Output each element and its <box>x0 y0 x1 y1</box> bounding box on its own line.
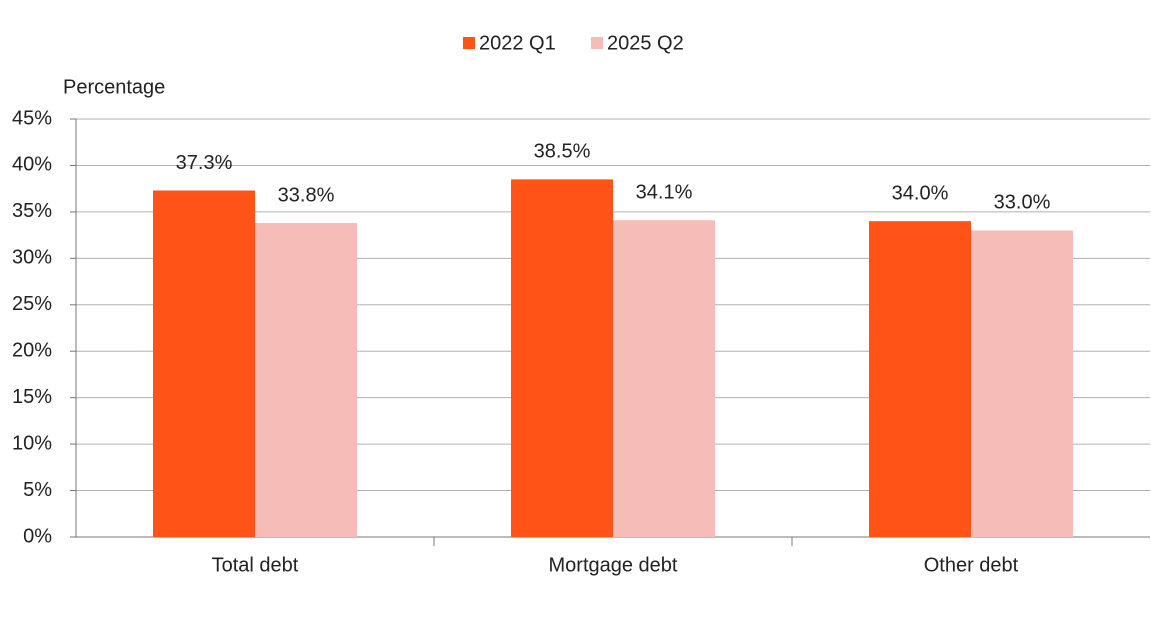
y-tick-label: 10% <box>12 432 52 454</box>
y-tick-label: 0% <box>23 525 52 547</box>
y-axis-label: Percentage <box>63 76 165 98</box>
bar <box>153 190 255 537</box>
legend-label: 2022 Q1 <box>479 32 556 54</box>
y-tick-label: 15% <box>12 386 52 408</box>
y-tick-label: 45% <box>12 107 52 129</box>
value-label: 34.1% <box>636 182 693 204</box>
value-label: 34.0% <box>892 182 949 204</box>
bar <box>971 230 1073 537</box>
value-label: 37.3% <box>176 152 233 174</box>
y-tick-label: 25% <box>12 293 52 315</box>
value-label: 38.5% <box>534 141 591 163</box>
y-tick-label: 35% <box>12 200 52 222</box>
legend-swatch <box>463 37 475 49</box>
bar <box>255 223 357 537</box>
y-tick-label: 30% <box>12 247 52 269</box>
value-label: 33.8% <box>278 184 335 206</box>
x-tick-label: Total debt <box>212 554 299 576</box>
bar <box>613 220 715 537</box>
legend-swatch <box>591 37 603 49</box>
x-tick-label: Mortgage debt <box>549 554 678 576</box>
bar <box>511 179 613 537</box>
legend-label: 2025 Q2 <box>607 32 684 54</box>
bar <box>869 221 971 537</box>
x-tick-label: Other debt <box>924 554 1019 576</box>
y-tick-label: 40% <box>12 154 52 176</box>
value-label: 33.0% <box>994 192 1051 214</box>
y-tick-label: 20% <box>12 340 52 362</box>
y-tick-label: 5% <box>23 479 52 501</box>
